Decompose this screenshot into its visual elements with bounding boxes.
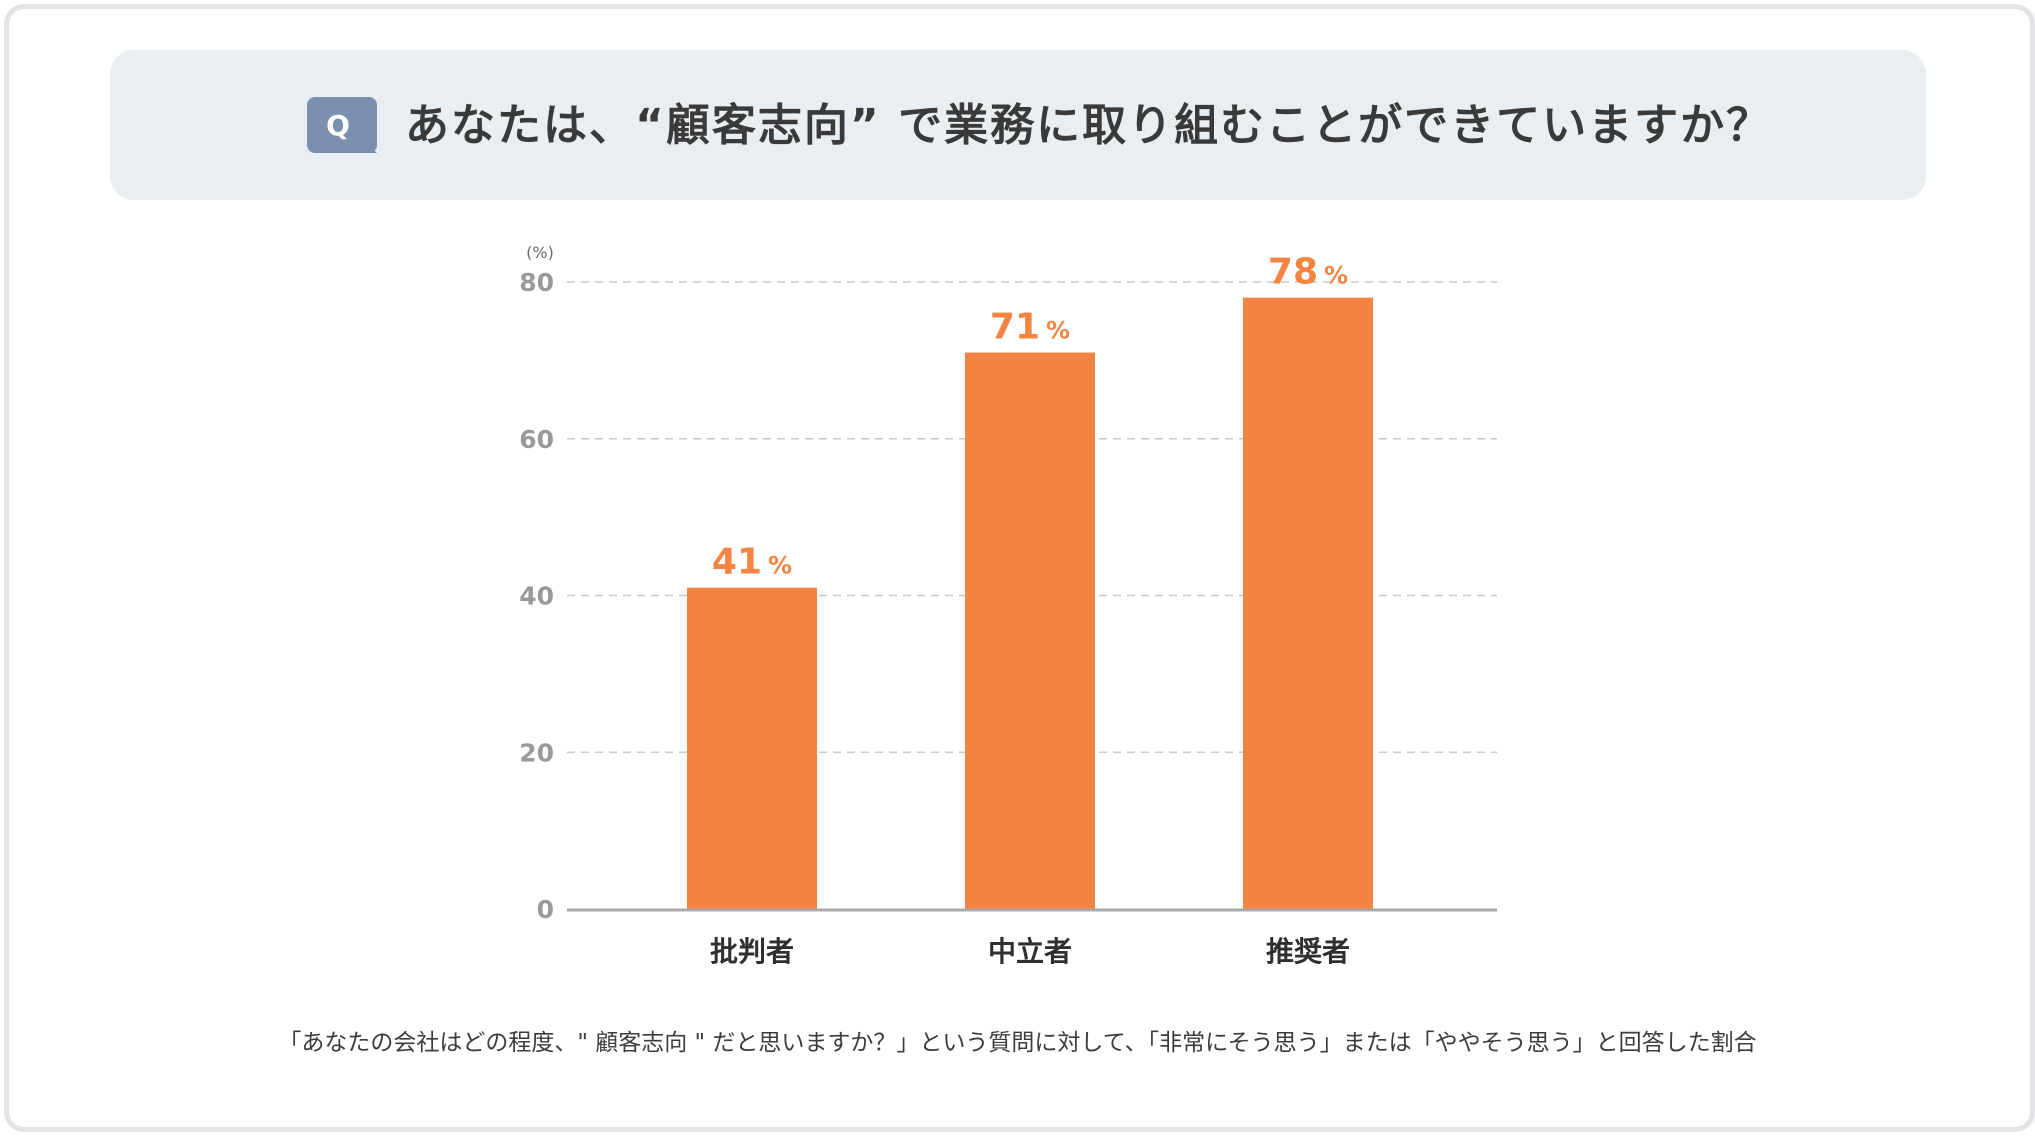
question-badge-label: Q — [326, 109, 350, 142]
bar — [687, 587, 817, 909]
y-tick-label: 80 — [519, 268, 554, 297]
bar — [1243, 297, 1373, 909]
y-tick-label: 20 — [519, 738, 554, 767]
y-tick-label: 0 — [537, 895, 554, 924]
bar-chart: (%) 0 20 40 60 80 41 % 批判者 71 % 中立者 78 % 推奨者 — [519, 243, 1497, 968]
y-tick-label: 40 — [519, 582, 554, 611]
question-title: あなたは、“顧客志向” で業務に取り組むことができていますか？ — [405, 100, 1773, 151]
x-category-label: 中立者 — [988, 935, 1072, 968]
question-banner — [110, 50, 1926, 200]
y-axis-unit-label: (%) — [526, 243, 554, 262]
question-badge-icon: Q — [307, 97, 377, 153]
chart-footnote: 「あなたの会社はどの程度、" 顧客志向 " だと思いますか？」という質問に対して… — [278, 1030, 1757, 1056]
y-tick-label: 60 — [519, 425, 554, 454]
x-category-label: 批判者 — [710, 935, 794, 968]
bar-value-label: 78% — [1268, 252, 1348, 293]
bar-value-label: 71% — [990, 307, 1070, 348]
bar — [965, 352, 1095, 910]
bar-value-label: 41% — [712, 542, 792, 583]
x-category-label: 推奨者 — [1266, 935, 1350, 968]
